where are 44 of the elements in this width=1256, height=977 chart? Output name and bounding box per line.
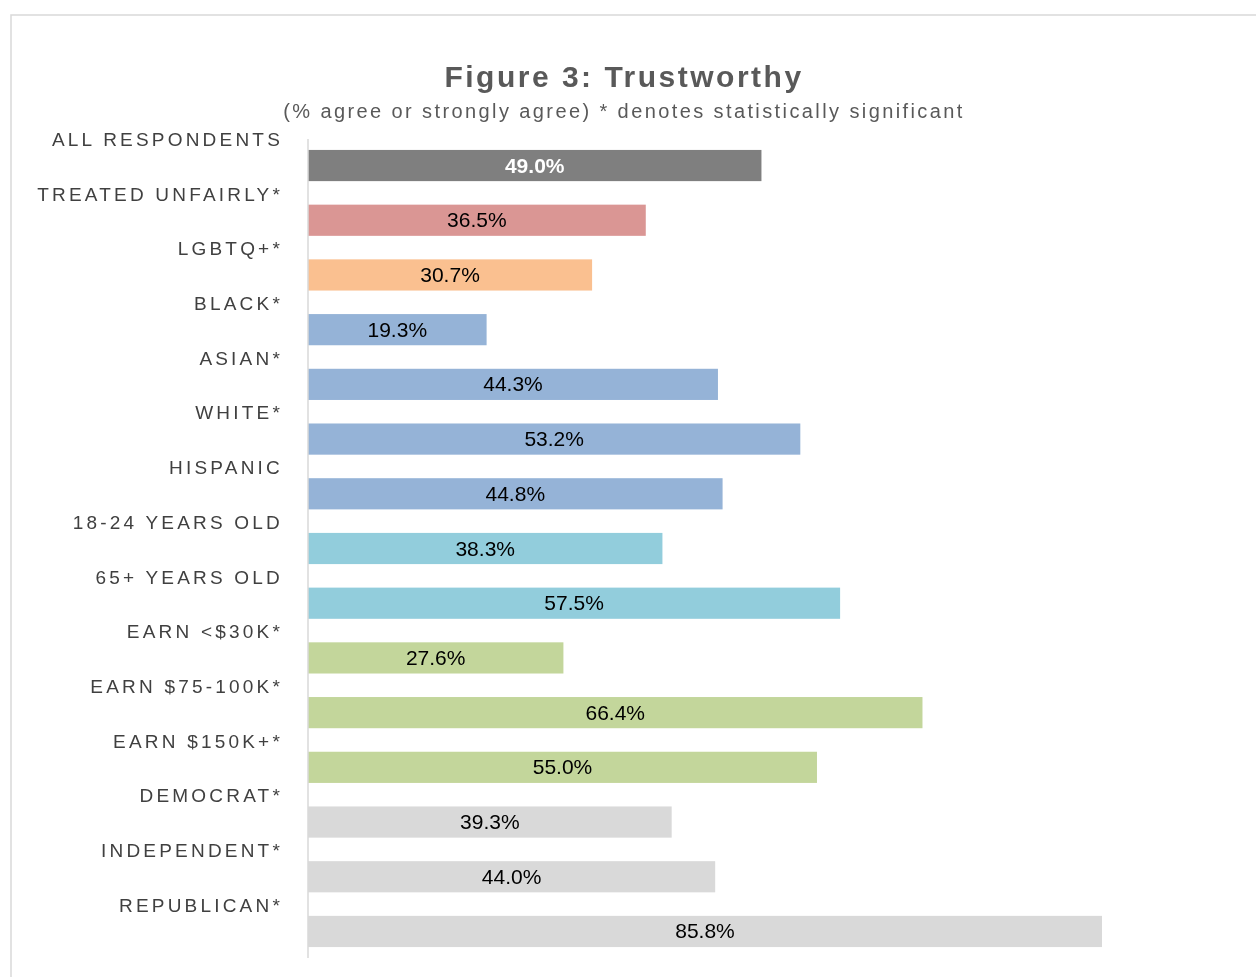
bar [308, 314, 487, 346]
data-label: 30.7% [420, 262, 480, 286]
chart-title: Figure 3: Trustworthy [444, 60, 804, 93]
data-label: 44.8% [485, 481, 546, 505]
bar [308, 697, 923, 729]
bar [308, 423, 801, 455]
bar [308, 368, 718, 400]
y-tick-label: BLACK* [194, 293, 283, 315]
bar [308, 204, 646, 236]
bar [308, 587, 841, 619]
bar [308, 532, 663, 565]
bar [308, 751, 817, 783]
chart-subtitle: (% agree or strongly agree) * denotes statistically significant [283, 100, 965, 122]
data-label: 44.3% [483, 372, 543, 396]
y-tick-label: 18-24 YEARS OLD [72, 511, 283, 533]
y-tick-label: EARN $150K+* [113, 730, 283, 752]
y-tick-label: EARN <$30K* [126, 621, 283, 643]
y-tick-label: DEMOCRAT* [139, 785, 283, 807]
data-label: 27.6% [405, 645, 466, 669]
y-tick-label: TREATED UNFAIRLY* [37, 183, 283, 205]
data-label: 85.8% [675, 919, 735, 943]
y-tick-label: 65+ YEARS OLD [95, 566, 283, 588]
data-label: 19.3% [367, 317, 428, 341]
y-tick-label: ASIAN* [199, 347, 283, 369]
data-label: 57.5% [544, 591, 604, 615]
bar [308, 478, 723, 510]
data-label: 49.0% [504, 153, 565, 177]
y-tick-label: EARN $75-100K* [90, 676, 283, 698]
y-tick-label: WHITE* [195, 402, 283, 424]
y-tick-label: REPUBLICAN* [118, 894, 283, 916]
data-label: 38.3% [455, 536, 515, 560]
bar [308, 259, 593, 291]
data-label: 36.5% [447, 208, 507, 232]
data-label: 39.3% [460, 810, 520, 834]
data-label: 66.4% [585, 700, 646, 724]
data-label: 44.0% [481, 864, 542, 888]
data-label: 53.2% [524, 427, 584, 451]
bar [308, 149, 762, 182]
y-tick-label: ALL RESPONDENTS [51, 128, 283, 150]
y-tick-label: HISPANIC [169, 457, 283, 479]
data-label: 55.0% [532, 755, 593, 779]
bar [308, 642, 564, 674]
y-tick-label: INDEPENDENT* [101, 840, 283, 862]
y-tick-label: LGBTQ+* [177, 238, 283, 260]
